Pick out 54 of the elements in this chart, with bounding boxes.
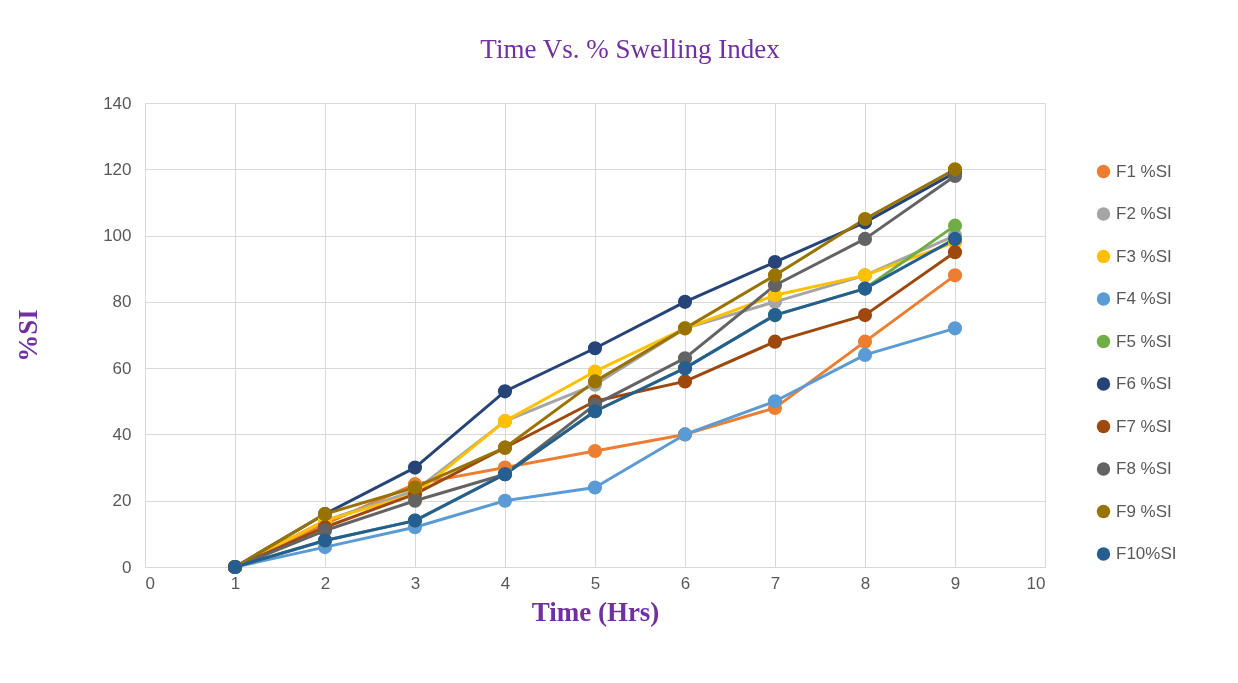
point xyxy=(587,341,603,356)
point xyxy=(407,493,423,508)
legend-label: F8 %SI xyxy=(1116,459,1172,478)
point xyxy=(857,231,873,246)
point xyxy=(947,245,963,260)
point xyxy=(587,443,603,459)
y-tick-label: 100 xyxy=(103,226,132,246)
legend-label: F5 %SI xyxy=(1116,331,1172,351)
point xyxy=(677,294,693,309)
x-tick-label: 0 xyxy=(145,573,155,593)
point xyxy=(947,321,963,336)
x-tick-label: 7 xyxy=(770,573,781,593)
y-tick-label: 20 xyxy=(112,491,132,511)
point xyxy=(767,334,783,349)
point xyxy=(407,460,423,475)
x-tick-label: 4 xyxy=(500,573,511,593)
x-tick-label: 3 xyxy=(410,573,421,593)
x-tick-label: 9 xyxy=(950,573,961,593)
x-tick-label: 2 xyxy=(320,573,331,593)
x-tick-label: 6 xyxy=(680,573,691,593)
point xyxy=(767,255,783,270)
y-tick-label: 40 xyxy=(112,424,132,444)
point xyxy=(497,493,513,508)
point xyxy=(677,374,693,389)
legend-label: F10%SI xyxy=(1116,544,1177,563)
x-axis-title: Time (Hrs) xyxy=(531,596,660,627)
chart-title: Time Vs. % Swelling Index xyxy=(480,34,781,64)
x-tick-label: 1 xyxy=(230,573,241,593)
legend-label: F4 %SI xyxy=(1116,289,1172,308)
y-tick-label: 80 xyxy=(112,292,132,312)
point xyxy=(767,394,783,409)
legend-label: F3 %SI xyxy=(1116,246,1172,266)
x-tick-label: 5 xyxy=(590,573,601,593)
point xyxy=(857,347,873,362)
legend-label: F2 %SI xyxy=(1116,204,1172,223)
point xyxy=(497,384,513,399)
x-tick-label: 10 xyxy=(1026,573,1046,593)
y-tick-label: 60 xyxy=(112,358,132,378)
point xyxy=(947,268,963,283)
legend-label: F9 %SI xyxy=(1116,501,1172,521)
y-axis-title: %SI xyxy=(13,309,44,362)
y-tick-label: 0 xyxy=(122,557,132,577)
y-tick-label: 140 xyxy=(103,93,132,113)
point xyxy=(857,211,873,227)
point xyxy=(857,308,873,323)
legend-label: F1 %SI xyxy=(1116,161,1172,181)
point xyxy=(947,218,963,233)
legend-label: F7 %SI xyxy=(1116,416,1172,436)
x-tick-label: 8 xyxy=(860,573,871,593)
point xyxy=(767,268,783,283)
point xyxy=(587,480,603,495)
legend-label: F6 %SI xyxy=(1116,374,1172,393)
y-tick-label: 120 xyxy=(103,159,132,179)
point xyxy=(857,334,873,349)
